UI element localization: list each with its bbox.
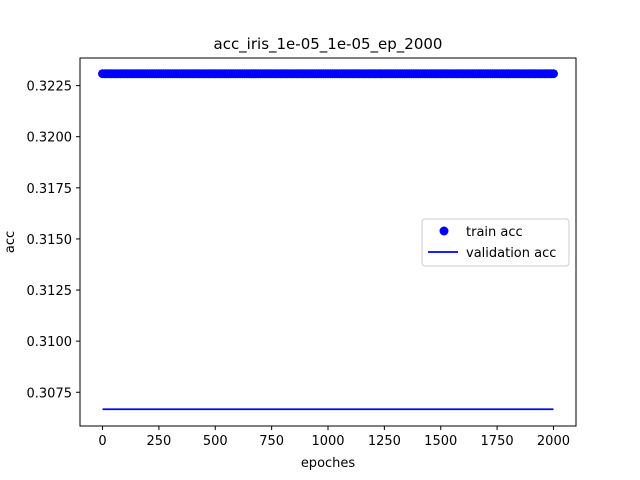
legend-train-acc-label: train acc: [466, 225, 523, 240]
y-tick-label: 0.3175: [27, 182, 73, 197]
chart-title: acc_iris_1e-05_1e-05_ep_2000: [214, 35, 443, 54]
x-axis: 0 250 500 750 1000 1250 1500 1750 2000: [98, 426, 570, 449]
legend-validation-acc-label: validation acc: [466, 246, 556, 261]
y-tick-label: 0.3125: [27, 284, 73, 299]
legend-box: [421, 218, 570, 267]
y-axis: 0.3075 0.3100 0.3125 0.3150 0.3175 0.3200 0.32…: [27, 80, 80, 401]
y-axis-title: acc: [3, 231, 18, 253]
x-tick-label: 0: [98, 434, 106, 449]
x-tick-label: 500: [203, 434, 228, 449]
train-acc-series: [98, 69, 558, 79]
x-tick-label: 1500: [424, 434, 457, 449]
y-tick-label: 0.3225: [27, 80, 73, 95]
x-tick-label: 1750: [481, 434, 514, 449]
y-tick-label: 0.3100: [27, 335, 73, 350]
plot-area: [98, 69, 558, 411]
y-tick-label: 0.3075: [27, 386, 73, 401]
x-tick-label: 1250: [368, 434, 401, 449]
legend-train-acc-marker: [439, 226, 449, 236]
y-tick-label: 0.3150: [27, 233, 73, 248]
x-tick-label: 1000: [311, 434, 344, 449]
x-tick-label: 750: [259, 434, 284, 449]
x-tick-label: 2000: [537, 434, 570, 449]
x-tick-label: 250: [146, 434, 171, 449]
legend: train acc validation acc: [421, 218, 570, 267]
y-tick-label: 0.3200: [27, 131, 73, 146]
train-acc-point: [548, 69, 558, 79]
x-axis-title: epoches: [301, 456, 356, 471]
